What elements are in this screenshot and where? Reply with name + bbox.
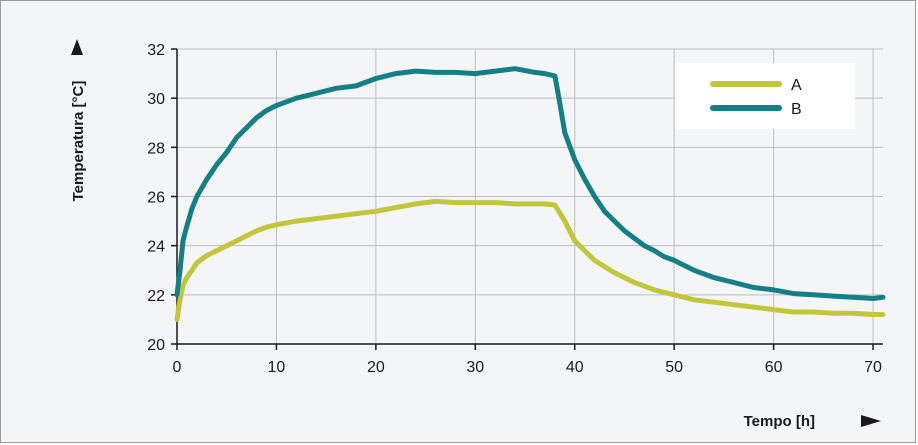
legend-box bbox=[675, 63, 855, 129]
y-axis-title-group: Temperatura [°C] bbox=[70, 81, 87, 202]
y-tick-label: 30 bbox=[147, 91, 165, 108]
y-tick-label: 32 bbox=[147, 42, 165, 59]
x-tick-label: 30 bbox=[466, 359, 484, 376]
x-tick-label: 70 bbox=[864, 359, 882, 376]
x-tick-label: 10 bbox=[268, 359, 286, 376]
y-tick-label: 24 bbox=[147, 239, 165, 256]
x-tick-label: 0 bbox=[173, 359, 182, 376]
y-tick-labels: 20 22 24 26 28 30 32 bbox=[147, 42, 177, 354]
y-tick-label: 20 bbox=[147, 337, 165, 354]
x-tick-label: 50 bbox=[665, 359, 683, 376]
y-axis-arrow-icon bbox=[71, 39, 83, 55]
series-lines bbox=[174, 66, 886, 322]
y-tick-label: 28 bbox=[147, 140, 165, 157]
x-axis-arrow-icon bbox=[861, 415, 881, 427]
x-tick-label: 60 bbox=[765, 359, 783, 376]
y-tick-label: 26 bbox=[147, 190, 165, 207]
series-line-b bbox=[174, 66, 886, 301]
y-axis-title: Temperatura [°C] bbox=[70, 81, 87, 202]
legend: A B bbox=[675, 63, 855, 129]
x-tick-label: 20 bbox=[367, 359, 385, 376]
x-axis-title: Tempo [h] bbox=[744, 413, 815, 430]
y-tick-label: 22 bbox=[147, 288, 165, 305]
legend-label-a: A bbox=[791, 77, 802, 94]
x-tick-label: 40 bbox=[566, 359, 584, 376]
x-tick-labels: 0 10 20 30 40 50 60 70 bbox=[173, 344, 882, 376]
series-line-a bbox=[174, 198, 886, 322]
legend-label-b: B bbox=[791, 101, 802, 118]
